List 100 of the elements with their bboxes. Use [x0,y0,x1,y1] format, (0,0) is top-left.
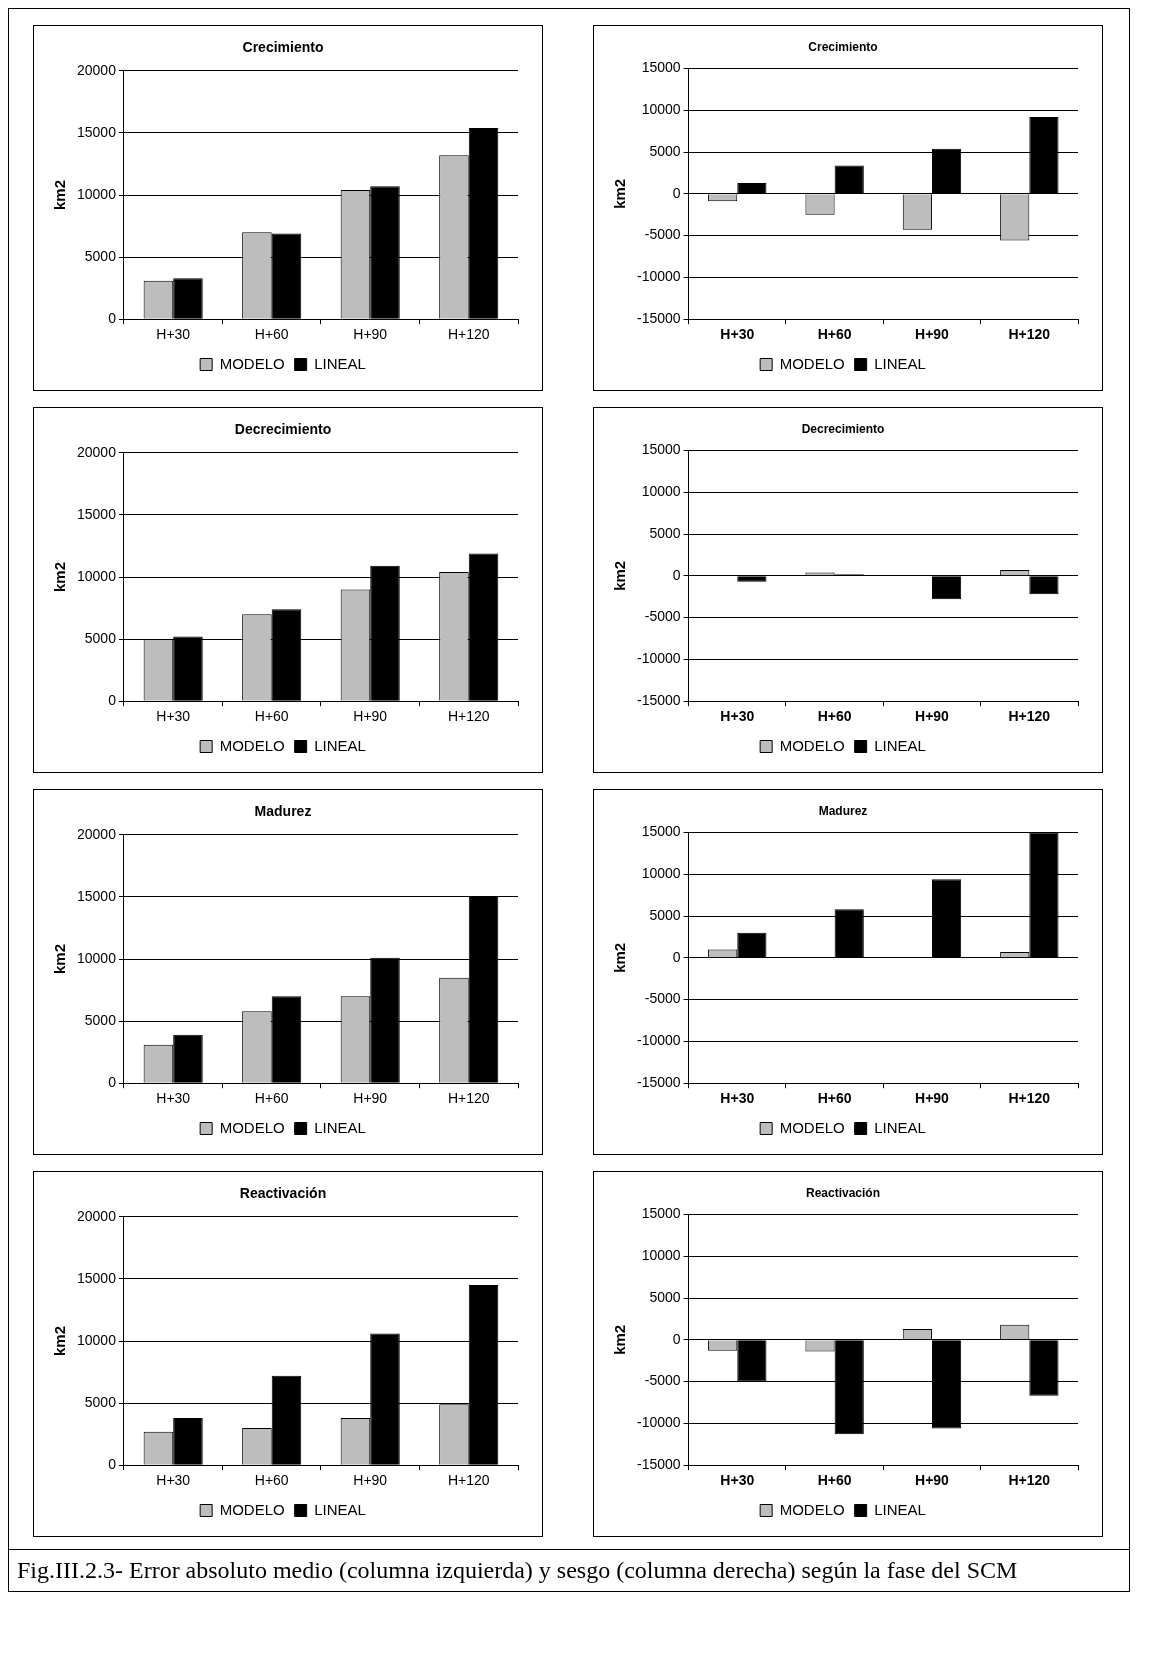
x-tick-label: H+120 [1008,1090,1051,1107]
y-tick-label: 10000 [641,101,681,118]
legend-label: LINEAL [874,736,926,754]
y-tick-label: -5000 [644,226,681,243]
y-axis-title: km2 [51,943,69,975]
legend-label: LINEAL [314,736,366,754]
y-axis-title: km2 [51,561,69,593]
x-tick-label: H+120 [447,1090,490,1107]
chart-title: Reactivación [805,1185,881,1200]
y-axis-title: km2 [51,179,69,211]
x-tick-label: H+30 [156,326,191,343]
x-tick-label: H+120 [1008,1472,1051,1489]
y-tick-label: -15000 [637,1456,681,1473]
x-tick-label: H+30 [720,708,755,725]
y-tick-label: 5000 [84,1393,117,1410]
x-tick-label: H+90 [353,1472,388,1489]
y-tick-label: 20000 [76,825,117,842]
y-tick-label: 10000 [76,185,117,202]
y-tick-label: 15000 [76,123,117,140]
y-axis-title: km2 [51,1325,69,1357]
y-tick-label: 0 [672,184,681,201]
x-tick-label: H+30 [156,708,191,725]
legend-label: MODELO [779,1118,845,1136]
y-tick-label: -5000 [644,990,681,1007]
x-tick-label: H+90 [915,1472,950,1489]
y-tick-label: 20000 [76,443,117,460]
x-tick-label: H+60 [254,1472,289,1489]
y-tick-label: 10000 [641,1247,681,1264]
y-axis-title: km2 [611,560,629,591]
x-tick-label: H+120 [447,1472,490,1489]
legend-label: MODELO [779,736,845,754]
y-tick-label: 5000 [84,247,117,264]
y-tick-label: -15000 [637,692,681,709]
x-tick-label: H+30 [720,326,755,343]
legend-label: LINEAL [314,354,366,372]
x-tick-label: H+90 [353,708,388,725]
legend-label: MODELO [219,1118,285,1136]
chart-title: Decrecimiento [801,421,885,436]
x-tick-label: H+30 [720,1472,755,1489]
y-tick-label: -5000 [644,1372,681,1389]
x-tick-label: H+90 [915,708,950,725]
x-tick-label: H+30 [156,1472,191,1489]
x-tick-label: H+90 [915,326,950,343]
legend-label: MODELO [219,354,285,372]
y-tick-label: 0 [108,692,117,709]
y-tick-label: 0 [108,310,117,327]
x-tick-label: H+60 [254,1090,289,1107]
chart-title: Crecimiento [808,39,878,54]
chart-title: Madurez [254,803,312,820]
text: Fig.III.2.3- Error absoluto medio (columna izquierda) y sesgo (columna derecha) según la fase del SCM [9,1549,1129,1591]
y-axis-title: km2 [611,942,629,973]
chart-title: Madurez [818,803,868,818]
x-tick-label: H+30 [156,1090,191,1107]
x-tick-label: H+60 [254,708,289,725]
y-tick-label: 5000 [84,629,117,646]
legend-label: LINEAL [874,354,926,372]
y-tick-label: 10000 [641,865,681,882]
y-tick-label: 0 [672,948,681,965]
x-tick-label: H+90 [915,1090,950,1107]
x-tick-label: H+60 [817,1472,852,1489]
legend-label: MODELO [779,354,845,372]
legend-label: LINEAL [314,1500,366,1518]
y-tick-label: 15000 [641,823,681,840]
x-tick-label: H+60 [254,326,289,343]
y-tick-label: 10000 [76,1331,117,1348]
y-tick-label: 5000 [649,906,681,923]
y-tick-label: 15000 [641,59,681,76]
y-tick-label: 0 [108,1074,117,1091]
legend-label: LINEAL [874,1500,926,1518]
y-tick-label: 5000 [84,1011,117,1028]
legend-label: LINEAL [874,1118,926,1136]
y-tick-label: -10000 [637,1414,681,1431]
chart-title: Decrecimiento [234,421,332,438]
y-tick-label: 20000 [76,61,117,78]
x-tick-label: H+30 [720,1090,755,1107]
y-tick-label: -10000 [637,268,681,285]
y-tick-label: 15000 [76,1269,117,1286]
y-tick-label: 0 [108,1456,117,1473]
y-tick-label: 5000 [649,1288,681,1305]
x-tick-label: H+120 [1008,326,1051,343]
y-tick-label: 0 [672,566,681,583]
legend-label: MODELO [219,1500,285,1518]
x-tick-label: H+120 [447,708,490,725]
y-tick-label: -10000 [637,1032,681,1049]
y-tick-label: 5000 [649,524,681,541]
x-tick-label: H+120 [1008,708,1051,725]
chart-title: Crecimiento [242,39,324,56]
y-tick-label: 15000 [76,505,117,522]
y-tick-label: -5000 [644,608,681,625]
y-tick-label: 10000 [76,949,117,966]
y-tick-label: -15000 [637,1074,681,1091]
y-tick-label: 5000 [649,142,681,159]
y-tick-label: 0 [672,1330,681,1347]
y-tick-label: 15000 [76,887,117,904]
x-tick-label: H+90 [353,326,388,343]
y-tick-label: 15000 [641,441,681,458]
y-axis-title: km2 [611,178,629,209]
legend-label: MODELO [219,736,285,754]
y-tick-label: -10000 [637,650,681,667]
y-tick-label: 15000 [641,1205,681,1222]
